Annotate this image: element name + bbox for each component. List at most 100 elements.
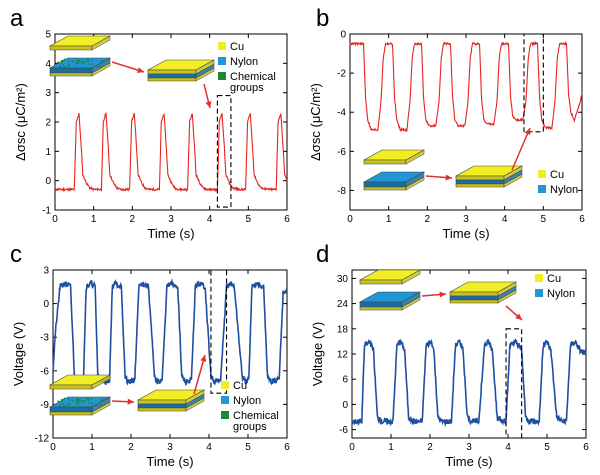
panel-letter: d <box>316 241 329 268</box>
y-tick-label: -4 <box>337 108 346 119</box>
legend-swatch <box>218 57 226 65</box>
y-tick-label: -9 <box>40 400 49 411</box>
y-tick-label: -12 <box>35 434 50 445</box>
x-tick-label: 5 <box>541 214 547 225</box>
legend-swatch <box>535 274 543 282</box>
legend-swatch <box>218 42 226 50</box>
cu-plate <box>362 149 426 165</box>
legend-label: Nylon <box>550 184 578 196</box>
legend-label: Nylon <box>547 288 575 300</box>
y-tick-label: 0 <box>340 30 346 41</box>
chemical-groups-dots <box>57 58 103 68</box>
y-tick-label: 0 <box>45 176 51 187</box>
legend: Cu Nylon <box>535 273 575 300</box>
x-axis-title: Time (s) <box>147 226 194 241</box>
legend-swatch <box>535 289 543 297</box>
y-tick-label: 0 <box>342 400 348 411</box>
transition-arrow <box>111 398 135 405</box>
y-tick-label: 3 <box>45 88 51 99</box>
contact-stack <box>454 165 524 188</box>
cu-plate <box>358 269 422 285</box>
x-tick-label: 6 <box>583 442 589 453</box>
x-tick-label: 3 <box>466 442 472 453</box>
panel-letter: a <box>10 5 24 32</box>
x-tick-label: 3 <box>167 442 173 453</box>
legend-label: Chemical <box>230 71 276 83</box>
cu-plate <box>48 35 112 51</box>
x-tick-label: 0 <box>50 442 56 453</box>
contact-stack <box>136 389 206 412</box>
x-tick-label: 4 <box>207 214 213 225</box>
schematic <box>358 269 523 321</box>
y-tick-label: 0 <box>43 299 49 310</box>
highlight-box <box>210 269 228 394</box>
x-tick-label: 6 <box>284 442 290 453</box>
pointer-arrow <box>505 305 523 321</box>
y-tick-label: 2 <box>45 118 51 129</box>
y-tick-label: -6 <box>40 366 49 377</box>
x-tick-label: 1 <box>386 214 392 225</box>
y-tick-label: 12 <box>337 350 349 361</box>
y-tick-label: -8 <box>337 186 346 197</box>
panel-letter: b <box>316 5 329 32</box>
x-tick-label: 6 <box>284 214 290 225</box>
legend-label: groups <box>230 82 264 94</box>
highlight-box <box>505 328 523 439</box>
x-tick-label: 3 <box>463 214 469 225</box>
contact-stack <box>146 59 216 82</box>
transition-arrow <box>425 174 453 181</box>
y-tick-label: 3 <box>43 266 49 277</box>
legend-label: groups <box>233 421 267 433</box>
schematic <box>48 354 207 416</box>
legend-label: Nylon <box>230 56 258 68</box>
y-tick-label: 5 <box>45 30 51 41</box>
legend: Cu Nylon <box>538 169 578 196</box>
cu-plate <box>48 374 112 390</box>
y-tick-label: 1 <box>45 147 51 158</box>
y-tick-label: 6 <box>342 375 348 386</box>
x-axis-title: Time (s) <box>146 454 193 469</box>
pointer-arrow <box>193 354 207 395</box>
y-tick-label: -1 <box>42 206 51 217</box>
legend-swatch <box>221 381 229 389</box>
pointer-arrow <box>203 83 212 109</box>
y-axis-title: Δσsc (μC/m²) <box>13 83 28 161</box>
series-line <box>349 40 583 133</box>
schematic <box>48 35 216 109</box>
x-tick-label: 1 <box>89 442 95 453</box>
x-tick-label: 2 <box>425 214 431 225</box>
pointer-arrow <box>511 127 531 171</box>
transition-arrow <box>421 291 447 298</box>
x-tick-label: 1 <box>388 442 394 453</box>
y-axis-title: Δσsc (μC/m²) <box>308 83 323 161</box>
x-tick-label: 3 <box>168 214 174 225</box>
x-axis-title: Time (s) <box>442 226 489 241</box>
y-tick-label: 24 <box>337 299 349 310</box>
x-tick-label: 2 <box>130 214 136 225</box>
legend-swatch <box>221 396 229 404</box>
chemical-groups-dots <box>57 397 103 407</box>
x-axis-title: Time (s) <box>445 454 492 469</box>
x-tick-label: 6 <box>579 214 585 225</box>
series-line <box>54 112 288 193</box>
x-tick-label: 4 <box>505 442 511 453</box>
nylon-plate <box>358 291 422 311</box>
x-tick-label: 0 <box>52 214 58 225</box>
y-axis-title: Voltage (V) <box>11 322 26 386</box>
x-tick-label: 4 <box>206 442 212 453</box>
series-line <box>351 338 587 428</box>
x-tick-label: 0 <box>347 214 353 225</box>
nylon-plate <box>362 171 426 191</box>
legend-swatch <box>538 170 546 178</box>
series-line <box>52 278 288 388</box>
highlight-box <box>216 95 232 208</box>
x-tick-label: 5 <box>245 442 251 453</box>
legend-label: Chemical <box>233 410 279 422</box>
transition-arrow <box>111 61 145 74</box>
legend-label: Cu <box>547 273 561 285</box>
y-tick-label: -6 <box>339 425 348 436</box>
